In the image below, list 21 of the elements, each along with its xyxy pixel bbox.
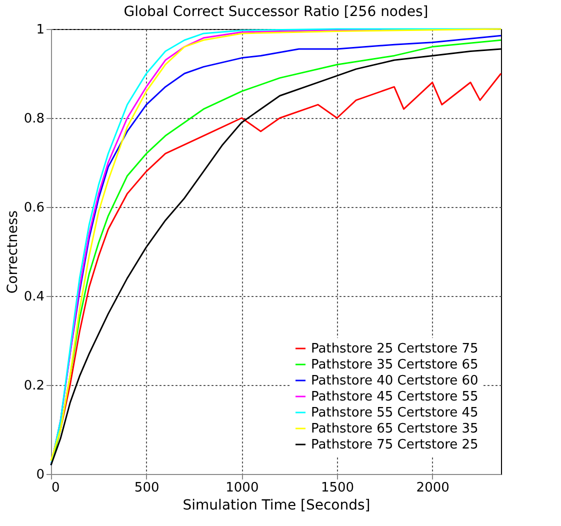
x-tick-label: 2000 [416, 480, 450, 496]
x-tick-label: 500 [134, 480, 160, 496]
chart-title: Global Correct Successor Ratio [256 nodes] [124, 4, 428, 20]
y-tick-label: 0 [36, 468, 44, 482]
y-tick-label: 0.2 [24, 378, 44, 394]
y-tick-label: 0.6 [24, 200, 44, 216]
legend-label: Pathstore 65 Certstore 35 [311, 422, 478, 436]
x-tick-label: 1500 [320, 480, 354, 496]
legend-label: Pathstore 55 Certstore 45 [311, 406, 478, 420]
x-tick-label: 0 [52, 480, 60, 496]
y-tick-label: 1 [36, 22, 44, 38]
legend-label: Pathstore 35 Certstore 65 [311, 358, 478, 372]
legend-label: Pathstore 75 Certstore 25 [311, 438, 478, 452]
y-tick-label: 0.8 [24, 112, 44, 126]
legend-label: Pathstore 40 Certstore 60 [311, 374, 478, 388]
y-tick-label: 0.4 [24, 290, 44, 304]
legend-label: Pathstore 45 Certstore 55 [311, 390, 478, 404]
x-tick-label: 1000 [226, 480, 259, 496]
x-axis-title: Simulation Time [Seconds] [182, 498, 370, 514]
y-axis-title: Correctness [4, 210, 21, 294]
legend-label: Pathstore 25 Certstore 75 [311, 342, 478, 356]
